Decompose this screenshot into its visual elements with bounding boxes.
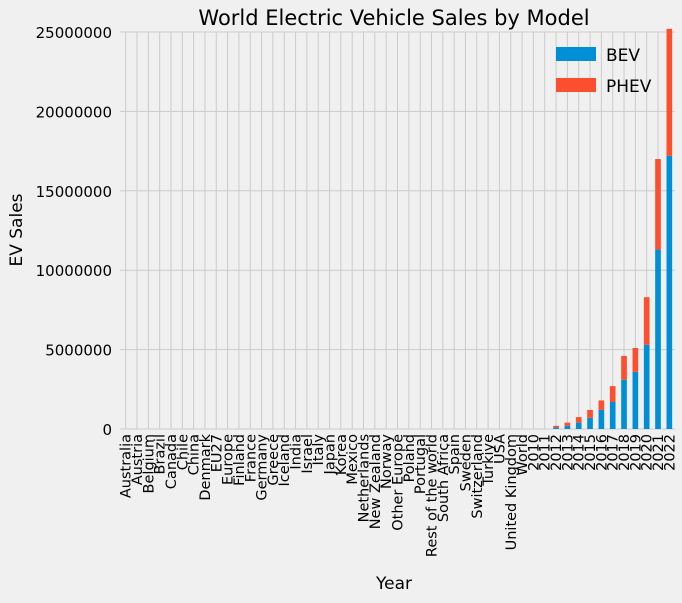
y-tick-label: 25000000 xyxy=(36,24,112,42)
x-tick-label: China xyxy=(187,434,203,475)
x-tick-label: 2022 xyxy=(662,434,678,471)
bar-bev-2014 xyxy=(575,422,582,429)
bar-bev-2017 xyxy=(609,402,616,429)
x-tick-label: Finland xyxy=(232,434,248,486)
bar-phev-2013 xyxy=(564,422,571,426)
legend: BEV PHEV xyxy=(556,46,652,97)
x-tick-label: Sweden xyxy=(458,434,474,491)
x-tick-label: World xyxy=(515,434,531,476)
x-tick-label: 2012 xyxy=(549,434,565,471)
x-tick-label: Greece xyxy=(266,434,282,486)
x-tick-label: 2019 xyxy=(628,434,644,471)
x-tick-label: 2014 xyxy=(572,434,588,471)
bar-bev-2015 xyxy=(587,417,593,429)
bar-phev-2015 xyxy=(587,409,593,418)
bar-phev-2017 xyxy=(609,386,616,403)
x-tick-label: Switzerland xyxy=(470,434,486,519)
x-tick-label: 2017 xyxy=(606,434,622,471)
x-tick-label: Israel xyxy=(300,434,316,474)
x-axis-label: Year xyxy=(375,574,412,594)
x-tick-label: Netherlands xyxy=(357,434,373,522)
bar-bev-2021 xyxy=(655,249,661,429)
x-tick-label: Japan xyxy=(323,434,339,475)
x-tick-label: USA xyxy=(492,434,508,464)
x-tick-label: Belgium xyxy=(141,434,157,493)
x-tick-label: South Africa xyxy=(436,434,452,522)
x-tick-label: Iceland xyxy=(277,434,293,486)
x-tick-label: Rest of the world xyxy=(424,434,440,557)
x-tick-label: Mexico xyxy=(345,434,361,485)
x-tick-label: Turkiye xyxy=(481,434,497,487)
bar-phev-2019 xyxy=(632,348,639,372)
x-tick-label: Portugal xyxy=(413,434,429,494)
x-tick-label: Brazil xyxy=(153,434,169,474)
y-tick-label: 15000000 xyxy=(36,183,112,201)
x-tick-label: United Kingdom xyxy=(504,434,520,550)
x-tick-label: India xyxy=(289,434,305,470)
y-tick-label: 10000000 xyxy=(36,262,112,280)
bar-phev-2012 xyxy=(553,425,559,428)
x-tick-label: 2016 xyxy=(594,434,610,471)
x-tick-label: Denmark xyxy=(198,433,214,500)
x-tick-label: France xyxy=(243,434,259,482)
bar-phev-2014 xyxy=(575,417,582,423)
x-tick-label: Germany xyxy=(255,434,271,501)
legend-label-bev: BEV xyxy=(606,46,640,66)
x-tick-label: EU27 xyxy=(209,434,225,472)
x-tick-label: Korea xyxy=(334,434,350,475)
legend-swatch-bev xyxy=(556,47,596,61)
x-tick-label: 2020 xyxy=(640,434,656,471)
y-axis-label: EV Sales xyxy=(7,193,27,266)
x-tick-label: Chile xyxy=(175,434,191,470)
x-tick-label: 2021 xyxy=(651,434,667,471)
x-tick-label: Australia xyxy=(119,434,135,498)
x-tick-label: 2011 xyxy=(538,434,554,471)
bar-phev-2016 xyxy=(598,400,605,410)
bar-bev-2013 xyxy=(564,425,571,429)
bar-phev-2022 xyxy=(666,28,673,156)
bar-phev-2020 xyxy=(643,297,650,345)
legend-swatch-phev xyxy=(556,78,596,92)
x-tick-label: Europe xyxy=(221,434,237,485)
bar-bev-2012 xyxy=(553,427,559,429)
bar-bev-2020 xyxy=(643,344,650,429)
bar-bev-2019 xyxy=(632,371,639,429)
bar-phev-2021 xyxy=(655,159,661,250)
x-tick-label: Norway xyxy=(379,434,395,489)
x-tick-label: 2010 xyxy=(526,434,542,471)
bar-phev-2018 xyxy=(621,355,627,380)
x-tick-label: 2015 xyxy=(583,434,599,471)
bar-bev-2016 xyxy=(598,409,605,429)
x-tick-label: 2013 xyxy=(560,434,576,471)
x-tick-label: Other Europe xyxy=(391,434,407,531)
y-tick-label: 20000000 xyxy=(36,103,112,121)
x-tick-label: Austria xyxy=(130,434,146,485)
x-tick-label: 2018 xyxy=(617,434,633,471)
y-tick-labels: 0 5000000 10000000 15000000 20000000 25000000 xyxy=(36,24,112,439)
bar-bev-2022 xyxy=(666,155,673,429)
bars xyxy=(553,28,673,429)
chart-title: World Electric Vehicle Sales by Model xyxy=(198,6,589,30)
x-tick-labels: AustraliaAustriaBelgiumBrazilCanadaChile… xyxy=(119,433,679,557)
bar-bev-2018 xyxy=(621,379,627,429)
legend-label-phev: PHEV xyxy=(606,77,652,97)
y-tick-label: 5000000 xyxy=(45,342,112,360)
x-tick-label: New Zealand xyxy=(368,434,384,529)
x-tick-label: Poland xyxy=(402,434,418,482)
x-tick-label: Spain xyxy=(447,434,463,475)
x-tick-label: Italy xyxy=(311,434,327,466)
y-tick-label: 0 xyxy=(102,421,112,439)
x-tick-label: Canada xyxy=(164,434,180,489)
